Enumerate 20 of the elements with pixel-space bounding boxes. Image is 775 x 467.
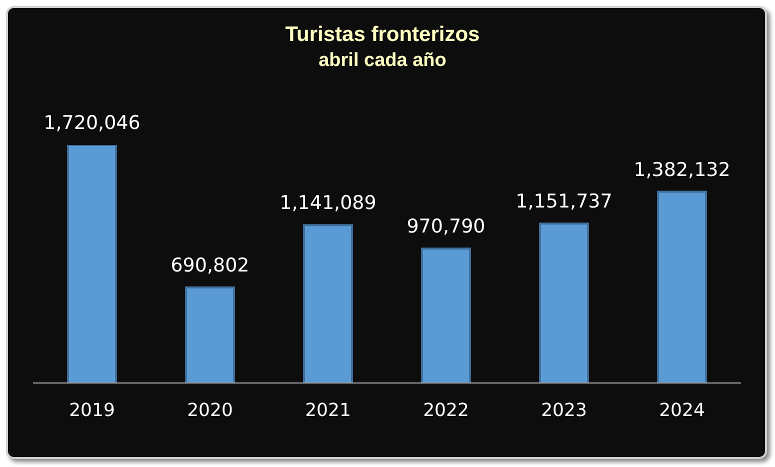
x-tick-label: 2021	[305, 400, 351, 421]
x-tick-label: 2019	[69, 400, 115, 421]
data-label: 690,802	[170, 254, 250, 276]
chart-subtitle: abril cada año	[318, 49, 448, 73]
x-tick-label: 2020	[187, 400, 233, 421]
chart-title: Turistas fronterizos	[284, 22, 481, 48]
bar	[421, 248, 471, 383]
data-label: 1,141,089	[280, 192, 376, 214]
x-tick-label: 2024	[659, 400, 705, 421]
x-tick-label: 2023	[541, 400, 587, 421]
data-label: 1,151,737	[516, 190, 612, 213]
data-label: 970,790	[406, 216, 486, 238]
bar	[303, 224, 353, 383]
bar	[657, 190, 707, 383]
bar	[539, 222, 589, 383]
bar	[185, 286, 235, 383]
data-label: 1,382,132	[634, 158, 730, 181]
bar	[67, 145, 117, 383]
data-label: 1,720,046	[44, 112, 140, 134]
x-tick-label: 2022	[423, 400, 469, 421]
